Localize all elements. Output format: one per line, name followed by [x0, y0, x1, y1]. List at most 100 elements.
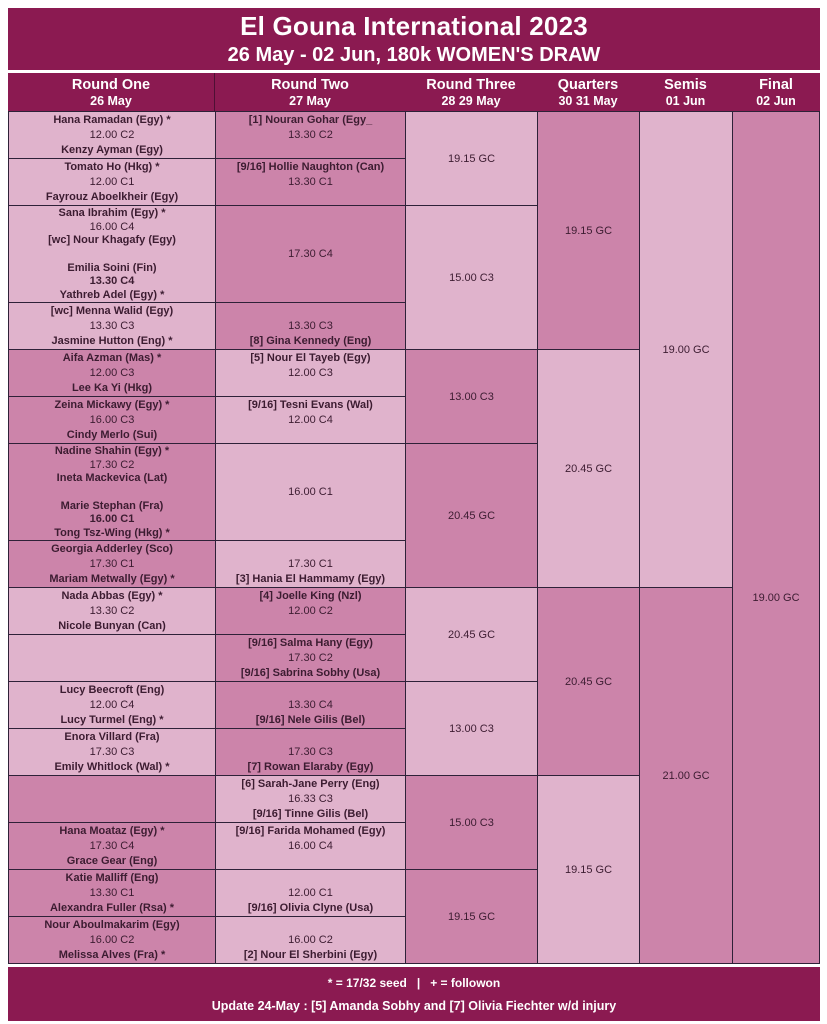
player-name: Marie Stephan (Fra) [60, 499, 164, 512]
match-time: 17.30 C1 [288, 557, 333, 570]
column-date: 28 29 May [441, 93, 501, 108]
round-one-cell-row16: Nour Aboulmakarim (Egy) 16.00 C2 Melissa A… [9, 917, 215, 963]
match-time: 19.00 GC [752, 591, 800, 604]
round-one-cell-row7: Nadine Shahin (Egy) * 17.30 C2 Ineta Macke… [9, 444, 215, 540]
round-two-cell-row10: [9/16] Salma Hany (Egy) 17.30 C2 [9/16] Sa… [216, 635, 405, 681]
match-time: 19.00 GC [662, 343, 710, 356]
round-two-cell-row7: 16.00 C1 [216, 444, 405, 540]
round-one-cell-row6: Zeina Mickawy (Egy) * 16.00 C3 Cindy Merlo… [9, 397, 215, 443]
column-label: Round Two [271, 76, 349, 93]
match-time: 17.30 C2 [288, 651, 333, 664]
match-time: 13.30 C4 [288, 698, 333, 711]
player-name: [9/16] Hollie Naughton (Can) [236, 160, 385, 173]
match-time: 20.45 GC [564, 675, 613, 688]
match-time: 19.15 GC [564, 224, 613, 237]
player-name: Fayrouz Aboelkheir (Egy) [45, 191, 179, 204]
spacer [216, 917, 405, 932]
spacer [216, 428, 405, 443]
player-name: Emily Whitlock (Wal) * [54, 761, 170, 774]
event-subtitle: 26 May - 02 Jun, 180k WOMEN'S DRAW [227, 44, 601, 66]
round-two-cell-row2: [9/16] Hollie Naughton (Can) 13.30 C1 [216, 159, 405, 205]
match-time: 17.30 C1 [89, 557, 135, 570]
spacer [216, 870, 405, 885]
player-name: Katie Malliff (Eng) [65, 871, 159, 884]
spacer [216, 854, 405, 869]
round-one-cell-row3: Sana Ibrahim (Egy) * 16.00 C4 [wc] Nour Kh… [9, 206, 215, 302]
spacer [216, 619, 405, 634]
match-time: 12.00 C3 [288, 366, 333, 379]
column-label: Round Three [426, 76, 516, 93]
match-time: 12.00 C3 [89, 366, 135, 379]
round-one-cell-row14: Hana Moataz (Egy) * 17.30 C4 Grace Gear (E… [9, 823, 215, 869]
update-note: Update 24-May : [5] Amanda Sobhy and [7]… [211, 998, 617, 1013]
column-date: 02 Jun [756, 93, 796, 108]
player-name: [9/16] Nele Gilis (Bel) [255, 714, 366, 727]
column-label: Round One [71, 76, 151, 93]
match-time: 19.15 GC [447, 910, 496, 923]
column-date: 27 May [289, 93, 331, 108]
player-name: Ineta Mackevica (Lat) [56, 472, 168, 485]
match-time: 20.45 GC [447, 628, 496, 641]
title-band: El Gouna International 2023 26 May - 02 … [8, 8, 820, 70]
player-name: [9/16] Olivia Clyne (Usa) [247, 902, 374, 915]
player-name: Alexandra Fuller (Rsa) * [49, 902, 175, 915]
player-name: Kenzy Ayman (Egy) [61, 144, 163, 157]
round-one-cell-row15: Katie Malliff (Eng) 13.30 C1 Alexandra Ful… [9, 870, 215, 916]
match-time: 19.15 GC [564, 863, 613, 876]
player-name: Hana Ramadan (Egy) * [53, 113, 171, 126]
match-time: 15.00 C3 [449, 816, 494, 829]
match-time: 12.00 C2 [288, 604, 333, 617]
player-name: Enora Villard (Fra) [64, 730, 160, 743]
quarters-cell-row5: 20.45 GC [538, 350, 639, 587]
bracket-grid: Hana Ramadan (Egy) * 12.00 C2 Kenzy Ayman … [8, 111, 820, 964]
round-two-cell-row9: [4] Joelle King (Nzl) 12.00 C2 [216, 588, 405, 634]
match-time: 12.00 C4 [288, 413, 333, 426]
round-one-cell-row8: Georgia Adderley (Sco) 17.30 C1 Mariam Met… [9, 541, 215, 587]
player-name: Grace Gear (Eng) [66, 855, 158, 868]
player-name: [1] Nouran Gohar (Egy_ [248, 113, 373, 126]
spacer [216, 303, 405, 318]
match-time: 13.30 C2 [288, 128, 333, 141]
match-time: 16.00 C4 [89, 220, 135, 233]
round-two-cell-row13: [6] Sarah-Jane Perry (Eng) 16.33 C3 [9/16]… [216, 776, 405, 822]
match-time: 17.30 C2 [89, 458, 135, 471]
seed-legend: * = 17/32 seed | + = followon [327, 975, 501, 990]
player-name: Jasmine Hutton (Eng) * [51, 335, 173, 348]
spacer [216, 729, 405, 744]
column-label: Semis [664, 76, 707, 93]
player-name: Lucy Beecroft (Eng) [59, 683, 165, 696]
round-one-cell-row9: Nada Abbas (Egy) * 13.30 C2 Nicole Bunyan … [9, 588, 215, 634]
player-name: Sana Ibrahim (Egy) * [58, 206, 166, 219]
round-three-cell-row11: 13.00 C3 [406, 682, 537, 775]
footer: * = 17/32 seed | + = followon Update 24-… [8, 967, 820, 1021]
spacer [9, 247, 215, 261]
player-name: Tomato Ho (Hkg) * [64, 160, 160, 173]
column-header-final: Final 02 Jun [732, 73, 820, 111]
round-one-cell-row12: Enora Villard (Fra) 17.30 C3 Emily Whitloc… [9, 729, 215, 775]
player-name: Lucy Turmel (Eng) * [60, 714, 164, 727]
player-name: [4] Joelle King (Nzl) [259, 589, 362, 602]
column-label: Final [759, 76, 793, 93]
spacer [216, 143, 405, 158]
player-name: Aifa Azman (Mas) * [62, 351, 162, 364]
spacer [216, 381, 405, 396]
column-date: 26 May [90, 93, 132, 108]
round-two-cell-row16: 16.00 C2 [2] Nour El Sherbini (Egy) [216, 917, 405, 963]
round-two-cell-row1: [1] Nouran Gohar (Egy_ 13.30 C2 [216, 112, 405, 158]
player-name: [9/16] Tinne Gilis (Bel) [252, 808, 369, 821]
match-time: 20.45 GC [564, 462, 613, 475]
match-time: 16.00 C4 [288, 839, 333, 852]
player-name: Emilia Soini (Fin) [67, 261, 157, 274]
spacer [216, 190, 405, 205]
player-name: Zeina Mickawy (Egy) * [54, 398, 170, 411]
spacer [216, 682, 405, 697]
quarters-cell-row1: 19.15 GC [538, 112, 639, 349]
player-name: Lee Ka Yi (Hkg) [71, 382, 153, 395]
match-time: 13.00 C3 [449, 390, 494, 403]
column-header-round-three: Round Three 28 29 May [405, 73, 537, 111]
match-time: 17.30 C3 [89, 745, 135, 758]
match-time: 17.30 C4 [288, 248, 333, 260]
column-header-round-one: Round One 26 May [8, 73, 215, 111]
player-name: [5] Nour El Tayeb (Egy) [250, 351, 371, 364]
match-time: 17.30 C3 [288, 745, 333, 758]
